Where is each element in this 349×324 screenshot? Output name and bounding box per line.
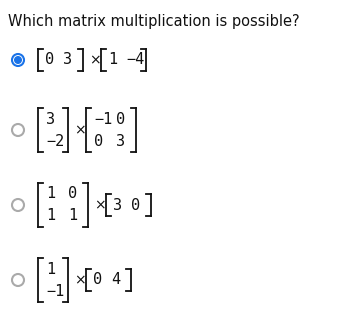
Text: 0: 0 <box>131 198 140 213</box>
Text: 0: 0 <box>45 52 54 67</box>
Text: ×: × <box>94 198 106 212</box>
Text: 1: 1 <box>46 187 55 202</box>
Text: ×: × <box>74 273 86 287</box>
Text: 0: 0 <box>116 111 125 126</box>
Text: 1: 1 <box>68 209 77 224</box>
Text: −4: −4 <box>126 52 144 67</box>
Text: −2: −2 <box>46 133 64 148</box>
Text: Which matrix multiplication is possible?: Which matrix multiplication is possible? <box>8 14 300 29</box>
Text: 3: 3 <box>46 111 55 126</box>
Text: ×: × <box>89 53 101 67</box>
Text: 4: 4 <box>111 272 120 287</box>
Text: ×: × <box>74 123 86 137</box>
Text: 3: 3 <box>63 52 72 67</box>
Text: −1: −1 <box>94 111 112 126</box>
Text: −1: −1 <box>46 284 64 298</box>
Text: 1: 1 <box>46 209 55 224</box>
Text: 1: 1 <box>46 261 55 276</box>
Text: 0: 0 <box>68 187 77 202</box>
Text: 3: 3 <box>116 133 125 148</box>
Text: 0: 0 <box>93 272 102 287</box>
Text: 3: 3 <box>113 198 122 213</box>
Text: 0: 0 <box>94 133 103 148</box>
Circle shape <box>15 57 21 63</box>
Text: 1: 1 <box>108 52 117 67</box>
